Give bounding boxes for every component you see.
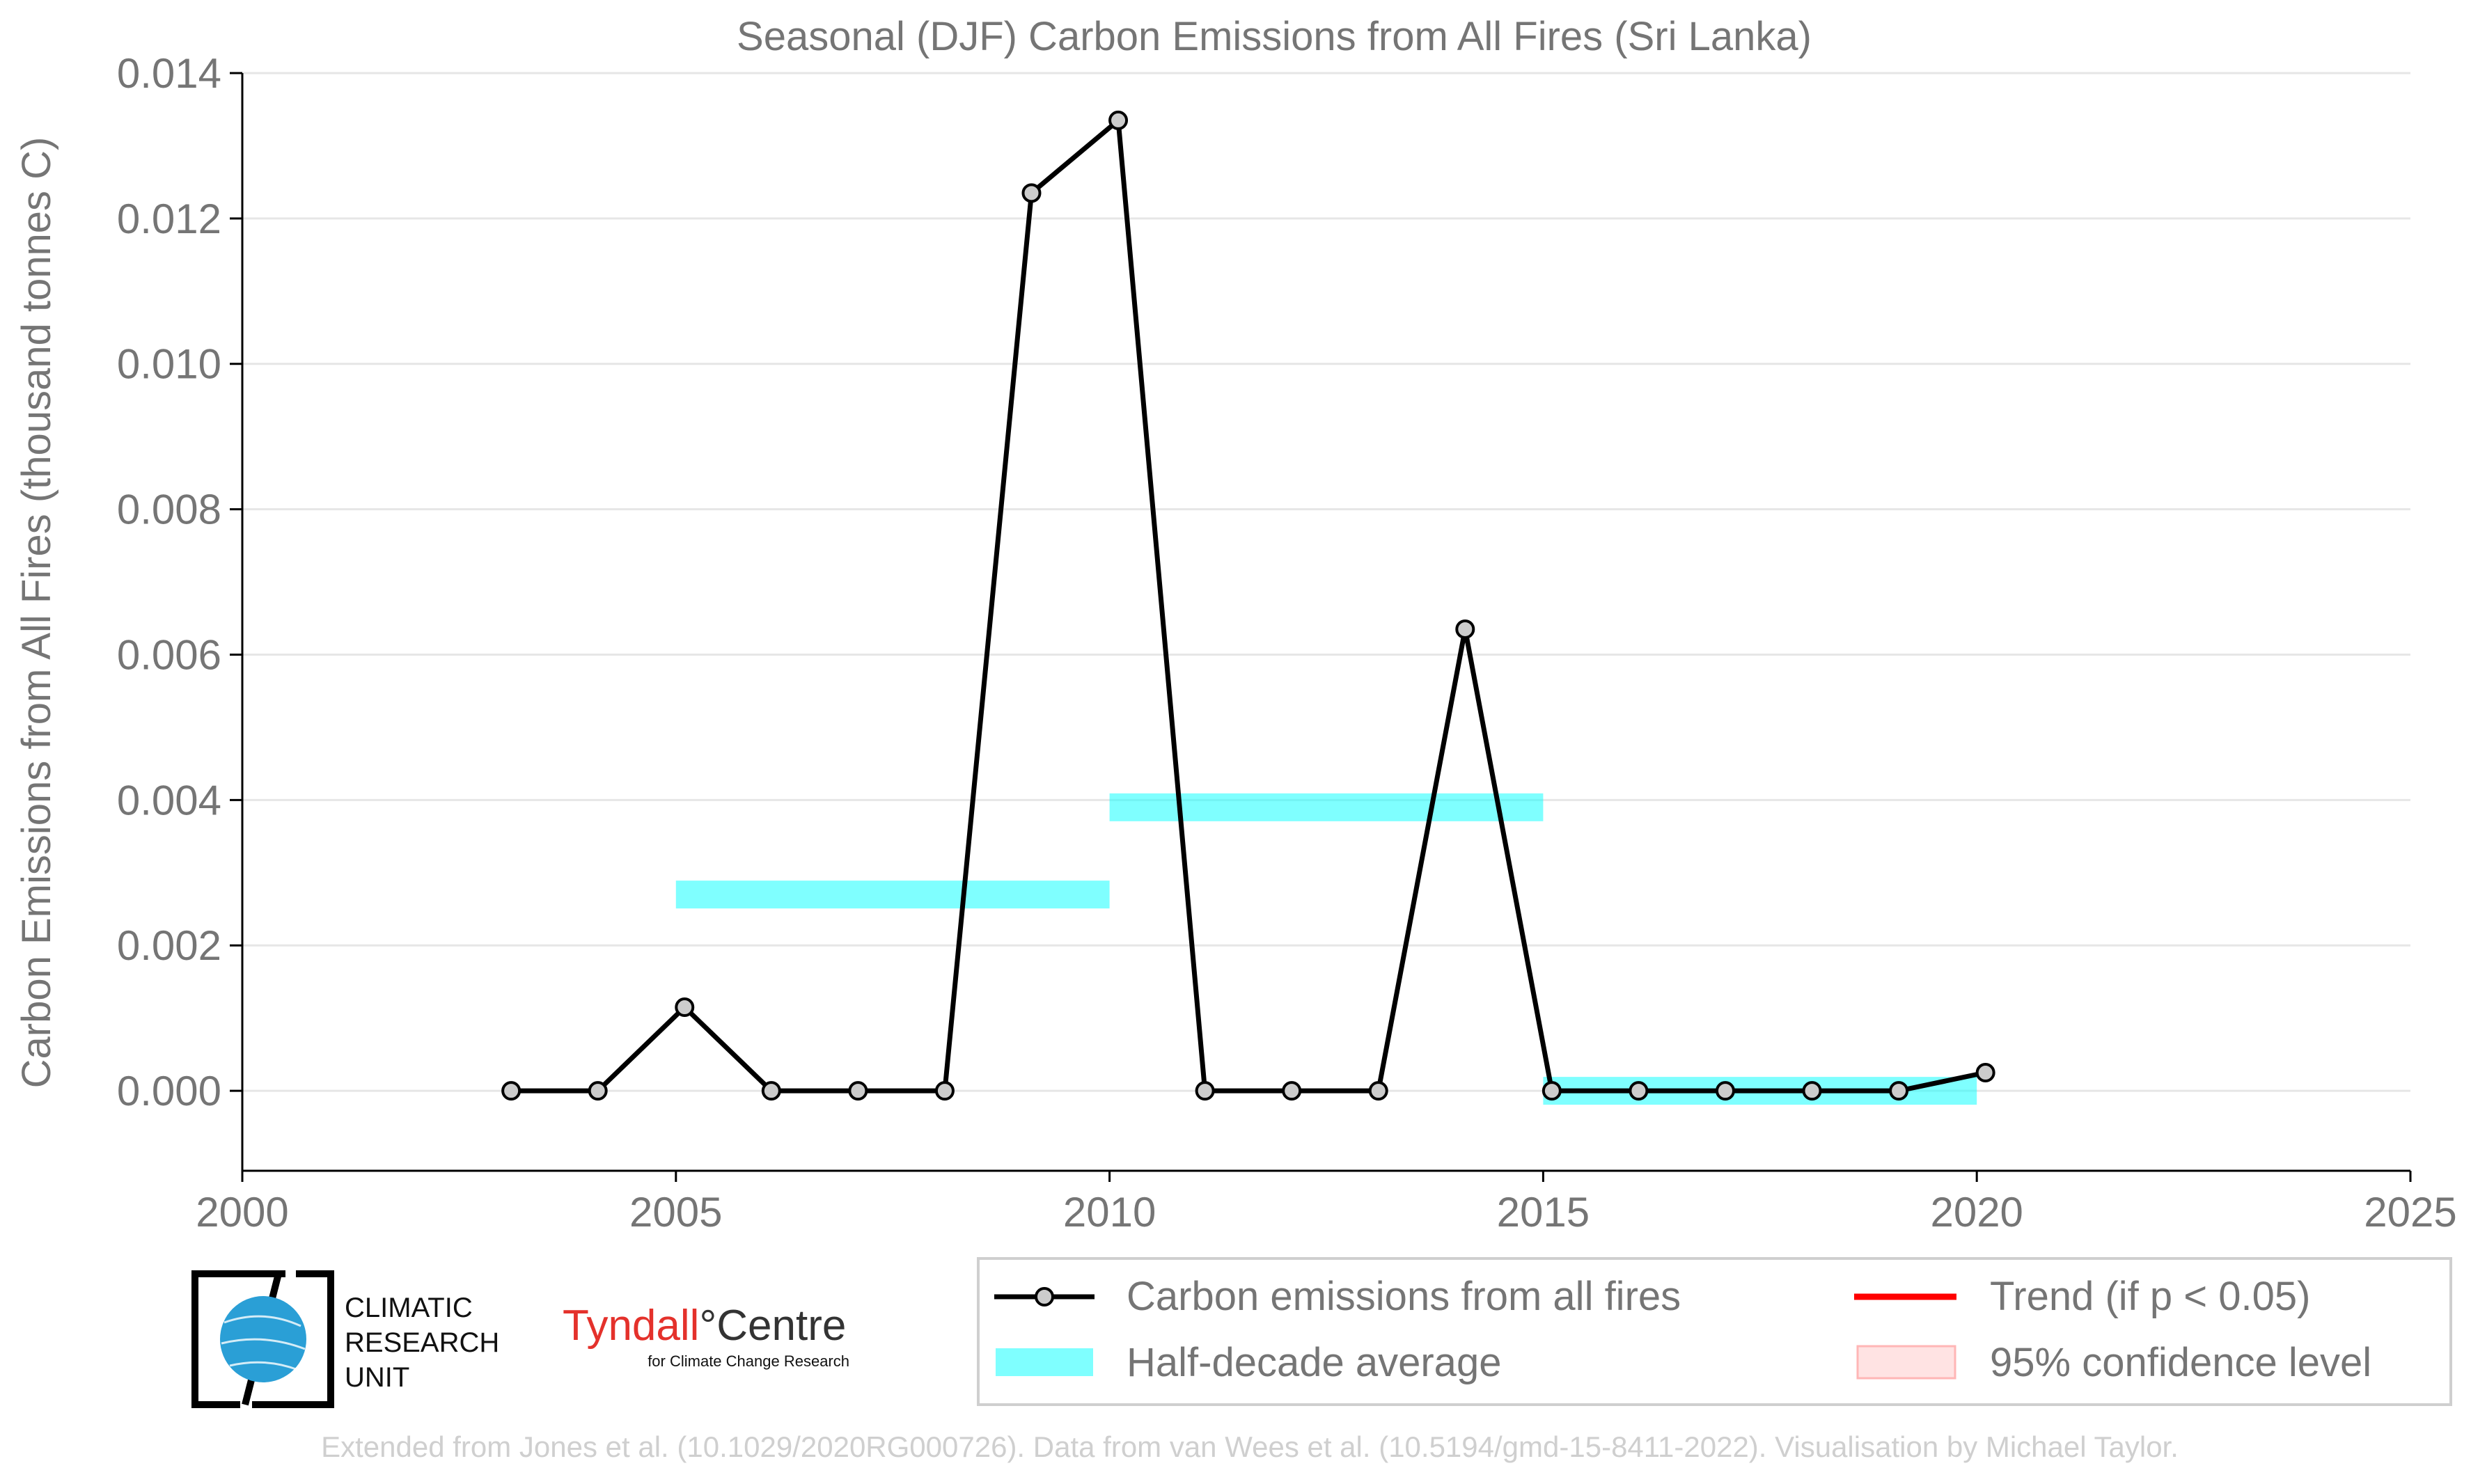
half-decade-average-bars xyxy=(675,793,1977,1105)
half-decade-average-bar xyxy=(675,881,1110,909)
x-tick-label: 2005 xyxy=(629,1189,722,1236)
globe-lines-icon xyxy=(221,1315,306,1371)
data-point xyxy=(588,1081,608,1101)
footer-credit: Extended from Jones et al. (10.1029/2020… xyxy=(321,1430,2179,1463)
data-point xyxy=(1455,619,1475,639)
y-tick-label: 0.010 xyxy=(117,341,221,388)
series-line-layer xyxy=(501,110,1995,1101)
data-point xyxy=(761,1081,781,1101)
y-tick-label: 0.000 xyxy=(117,1068,221,1114)
legend-frame xyxy=(977,1257,2452,1406)
cru-logo: CLIMATIC RESEARCH UNIT xyxy=(191,1270,499,1408)
cru-line-1: CLIMATIC xyxy=(345,1293,473,1323)
legend-label-trend: Trend (if p < 0.05) xyxy=(1990,1274,2310,1319)
legend: Carbon emissions from all fires Trend (i… xyxy=(977,1257,2452,1406)
x-tick-label: 2015 xyxy=(1497,1189,1590,1236)
y-tick-label: 0.014 xyxy=(117,50,221,97)
half-decade-average-bar xyxy=(1109,793,1544,821)
y-tick-label: 0.006 xyxy=(117,631,221,678)
data-point xyxy=(1889,1081,1909,1101)
cru-line-3: UNIT xyxy=(345,1362,409,1393)
data-point xyxy=(675,997,695,1018)
data-point xyxy=(1542,1081,1562,1101)
cru-line-2: RESEARCH xyxy=(345,1327,499,1358)
y-tick-label: 0.002 xyxy=(117,922,221,969)
grid xyxy=(242,72,2410,1092)
data-point xyxy=(1802,1081,1822,1101)
x-tick-label: 2010 xyxy=(1063,1189,1156,1236)
data-point xyxy=(1195,1081,1215,1101)
series-line xyxy=(511,118,1986,1094)
tick-labels: 0.000 0.002 0.004 0.006 0.008 0.010 0.012 0.014… xyxy=(117,50,2457,1236)
data-point xyxy=(934,1081,955,1101)
data-point xyxy=(1715,1081,1735,1101)
y-tick-label: 0.008 xyxy=(117,487,221,533)
data-point xyxy=(1021,183,1042,203)
legend-label-average: Half-decade average xyxy=(1127,1340,1501,1385)
data-point xyxy=(848,1081,868,1101)
legend-marker-icon xyxy=(1035,1287,1054,1307)
data-point xyxy=(1282,1081,1302,1101)
x-tick-label: 2020 xyxy=(1930,1189,2023,1236)
tyndall-wordmark: Tyndall°Centre xyxy=(563,1302,846,1350)
chart-title: Seasonal (DJF) Carbon Emissions from All… xyxy=(737,14,1812,59)
legend-label-confidence: 95% confidence level xyxy=(1990,1340,2371,1385)
axes xyxy=(230,72,2412,1182)
data-point xyxy=(1975,1063,1995,1083)
y-tick-label: 0.012 xyxy=(117,196,221,242)
data-point xyxy=(1629,1081,1649,1101)
data-point xyxy=(501,1081,521,1101)
tyndall-logo: Tyndall°Centre for Climate Change Resear… xyxy=(563,1302,849,1370)
legend-label-carbon: Carbon emissions from all fires xyxy=(1127,1274,1681,1319)
y-axis-label: Carbon Emissions from All Fires (thousan… xyxy=(14,137,59,1089)
data-point xyxy=(1108,110,1129,130)
legend-confidence-icon xyxy=(1856,1345,1956,1380)
data-point xyxy=(1368,1081,1388,1101)
x-tick-label: 2025 xyxy=(2364,1189,2456,1236)
x-tick-label: 2000 xyxy=(196,1189,288,1236)
legend-average-icon xyxy=(996,1348,1093,1376)
y-tick-label: 0.004 xyxy=(117,777,221,823)
tyndall-subtitle: for Climate Change Research xyxy=(648,1352,849,1370)
